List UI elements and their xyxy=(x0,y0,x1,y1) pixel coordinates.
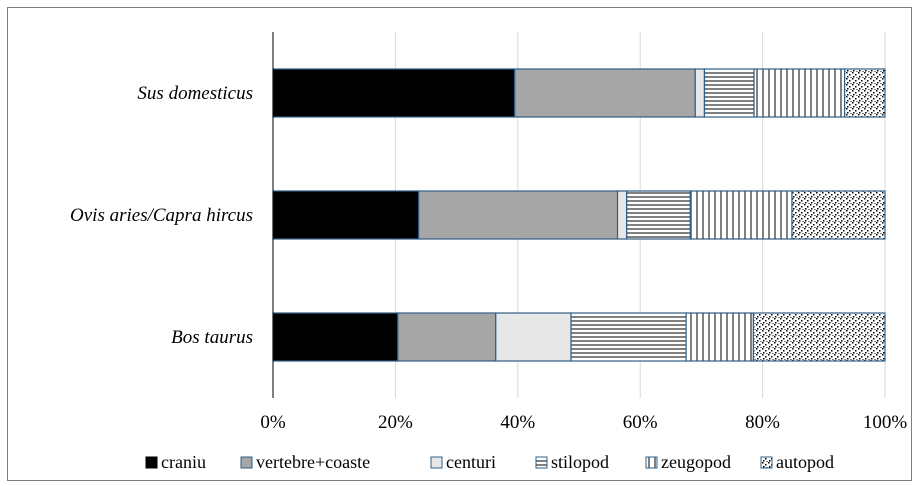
x-tick-label: 20% xyxy=(378,412,413,433)
legend-swatch-autopod xyxy=(760,456,773,469)
x-tick-label: 60% xyxy=(623,412,658,433)
bar-segment-stilopod xyxy=(626,190,691,240)
bar-segment-vertebre-coaste xyxy=(397,312,497,362)
bar-segment-autopod xyxy=(791,190,886,240)
legend-swatch-stilopod xyxy=(535,456,548,469)
bar-segment-craniu xyxy=(272,312,399,362)
bar-segment-centuri xyxy=(495,312,572,362)
bar-segment-stilopod xyxy=(570,312,687,362)
x-tick-label: 100% xyxy=(863,412,908,433)
bar-segment-zeugopod xyxy=(689,190,793,240)
legend-swatch-craniu xyxy=(145,456,158,469)
x-tick-label: 80% xyxy=(745,412,780,433)
legend-label-centuri: centuri xyxy=(446,452,496,472)
legend-label-autopod: autopod xyxy=(776,452,834,472)
category-labels: Sus domesticus Ovis aries/Capra hircus Bos… xyxy=(70,83,253,348)
bar-segment-centuri xyxy=(616,190,628,240)
legend-swatch-vertebre-coaste xyxy=(240,456,253,469)
bar-segment-autopod xyxy=(844,68,886,118)
bar-segment-zeugopod xyxy=(685,312,755,362)
bar-segment-autopod xyxy=(752,312,886,362)
x-tick-label: 0% xyxy=(260,412,286,433)
legend-label-zeugopod: zeugopod xyxy=(661,452,731,472)
bar-segment-stilopod xyxy=(703,68,755,118)
legend-label-stilopod: stilopod xyxy=(551,452,609,472)
bar-segment-centuri xyxy=(694,68,706,118)
legend-label-craniu: craniu xyxy=(161,452,206,472)
bar-segment-vertebre-coaste xyxy=(418,190,619,240)
bar-segment-craniu xyxy=(272,68,516,118)
category-label: Sus domesticus xyxy=(137,83,253,104)
bar-segment-craniu xyxy=(272,190,420,240)
category-label: Bos taurus xyxy=(171,327,253,348)
legend-swatch-centuri xyxy=(430,456,443,469)
legend-swatch-zeugopod xyxy=(645,456,658,469)
bars xyxy=(272,68,886,362)
category-label: Ovis aries/Capra hircus xyxy=(70,205,253,226)
x-tick-labels: 0% 20% 40% 60% 80% 100% xyxy=(260,412,907,433)
bar-segment-vertebre-coaste xyxy=(514,68,696,118)
x-tick-label: 40% xyxy=(500,412,535,433)
legend-label-vertebre-coaste: vertebre+coaste xyxy=(256,452,370,472)
bar-segment-zeugopod xyxy=(753,68,846,118)
legend: craniu vertebre+coaste centuri stilopod zeug… xyxy=(145,452,834,472)
